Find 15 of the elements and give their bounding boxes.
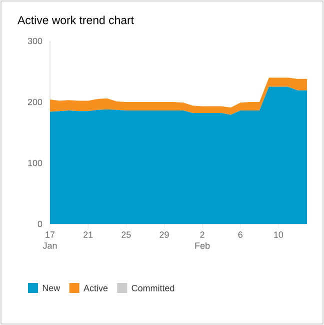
x-tick-label: 21	[84, 232, 93, 238]
chart-title: Active work trend chart	[18, 16, 134, 24]
y-tick-label: 100	[28, 160, 42, 166]
y-tick-label: 0	[38, 220, 42, 228]
x-tick-label: 10	[274, 232, 284, 238]
y-tick-label: 200	[28, 98, 42, 106]
x-tick-label: 2 Feb	[195, 232, 210, 249]
x-tick-label: 25	[122, 232, 131, 238]
legend-label: Committed	[132, 284, 174, 292]
y-tick-label: 300	[28, 38, 42, 44]
x-tick-label: 17 Jan	[42, 232, 57, 249]
legend-label: New	[42, 284, 60, 292]
x-tick-label: 29	[160, 232, 169, 238]
legend-label: Active	[84, 284, 108, 292]
x-tick-label: 6	[238, 232, 242, 238]
